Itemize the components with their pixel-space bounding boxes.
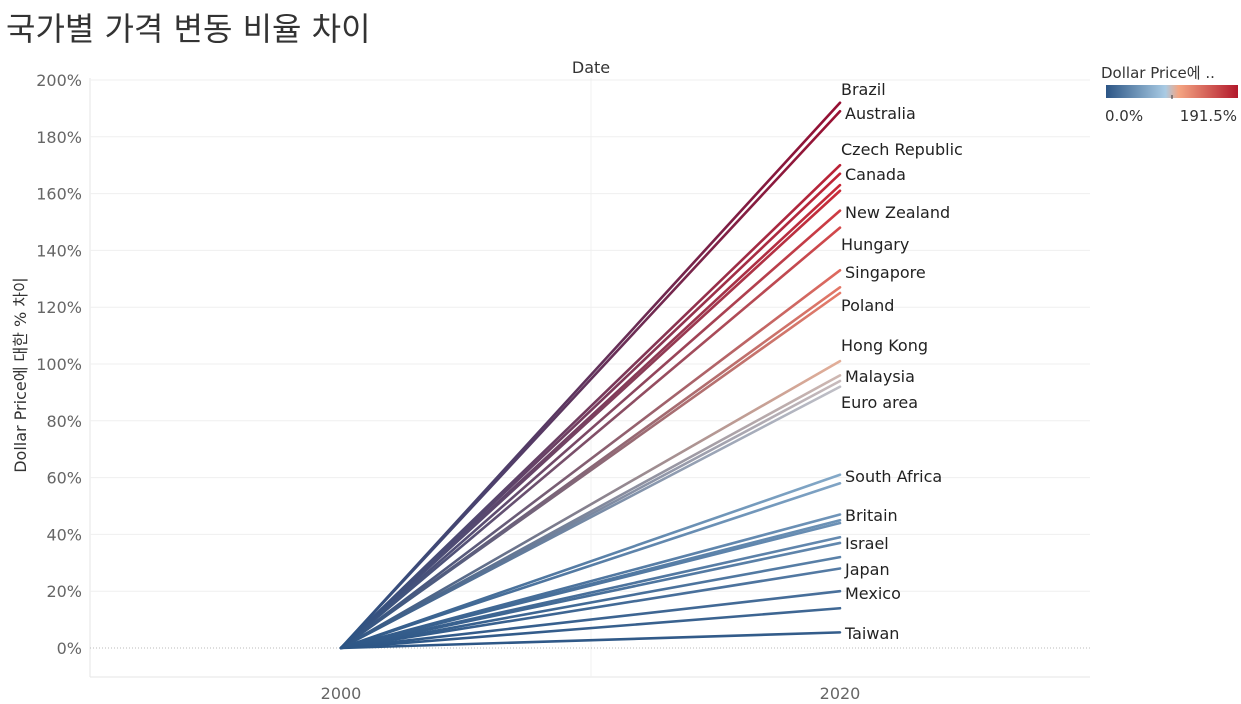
y-tick-label: 20%	[46, 582, 82, 601]
x-tick-label: 2020	[820, 684, 861, 703]
y-axis-title: Dollar Price에 대한 % 차이	[11, 277, 30, 473]
series-line-malaysia[interactable]	[339, 374, 842, 650]
series-label-south-africa: South Africa	[845, 467, 942, 486]
series-label-australia: Australia	[845, 104, 916, 123]
series-lines	[339, 101, 842, 650]
series-label-singapore: Singapore	[845, 263, 926, 282]
color-legend: Dollar Price에 .. 0.0% 191.5%	[1101, 64, 1238, 125]
y-tick-label: 80%	[46, 412, 82, 431]
y-tick-label: 40%	[46, 525, 82, 544]
y-tick-label: 0%	[57, 639, 82, 658]
series-line-mexico[interactable]	[339, 589, 842, 650]
y-tick-label: 160%	[36, 185, 82, 204]
series-label-hong-kong: Hong Kong	[841, 336, 928, 355]
series-label-britain: Britain	[845, 506, 898, 525]
legend-max-label: 191.5%	[1180, 107, 1237, 125]
series-label-mexico: Mexico	[845, 584, 901, 603]
series-label-israel: Israel	[845, 534, 889, 553]
series-label-euro-area: Euro area	[841, 393, 918, 412]
series-line-israel[interactable]	[339, 535, 842, 650]
x-tick-label: 2000	[321, 684, 362, 703]
series-line-czech-republic[interactable]	[339, 163, 842, 650]
legend-gradient-bar	[1106, 85, 1238, 98]
series-line-britain[interactable]	[339, 513, 842, 650]
series-labels: Brazil Australia Czech Republic Canada New Z…	[841, 80, 963, 643]
series-line-new-zealand[interactable]	[339, 209, 842, 650]
series-label-malaysia: Malaysia	[845, 367, 915, 386]
series-line-singapore[interactable]	[339, 268, 842, 650]
series-line-taiwan[interactable]	[339, 631, 842, 650]
series-line-japan[interactable]	[339, 555, 842, 650]
series-line[interactable]	[339, 567, 842, 650]
series-line-hungary[interactable]	[339, 226, 842, 650]
series-line-south-africa[interactable]	[339, 473, 842, 650]
series-line[interactable]	[339, 481, 842, 650]
series-label-poland: Poland	[841, 296, 894, 315]
y-tick-label: 180%	[36, 128, 82, 147]
legend-title: Dollar Price에 ..	[1101, 64, 1215, 82]
series-line[interactable]	[339, 286, 842, 650]
chart-title: 국가별 가격 변동 비율 차이	[6, 10, 371, 48]
series-label-czech-republic: Czech Republic	[841, 140, 963, 159]
series-line-brazil[interactable]	[339, 101, 842, 650]
y-tick-label: 200%	[36, 71, 82, 90]
series-line[interactable]	[339, 606, 842, 650]
column-header: Date	[572, 58, 610, 77]
y-tick-label: 100%	[36, 355, 82, 374]
series-label-japan: Japan	[844, 560, 890, 579]
y-tick-label: 140%	[36, 241, 82, 260]
y-tick-label: 60%	[46, 469, 82, 488]
series-label-canada: Canada	[845, 165, 906, 184]
series-label-taiwan: Taiwan	[844, 624, 899, 643]
y-tick-label: 120%	[36, 298, 82, 317]
series-label-brazil: Brazil	[841, 80, 886, 99]
axes: 0% 20% 40% 60% 80% 100% 120% 140% 160% 180% 200% 20…	[36, 71, 860, 703]
series-label-hungary: Hungary	[841, 235, 909, 254]
series-line-hong-kong[interactable]	[339, 359, 842, 650]
series-line-canada[interactable]	[339, 183, 842, 650]
series-label-new-zealand: New Zealand	[845, 203, 950, 222]
legend-min-label: 0.0%	[1105, 107, 1143, 125]
